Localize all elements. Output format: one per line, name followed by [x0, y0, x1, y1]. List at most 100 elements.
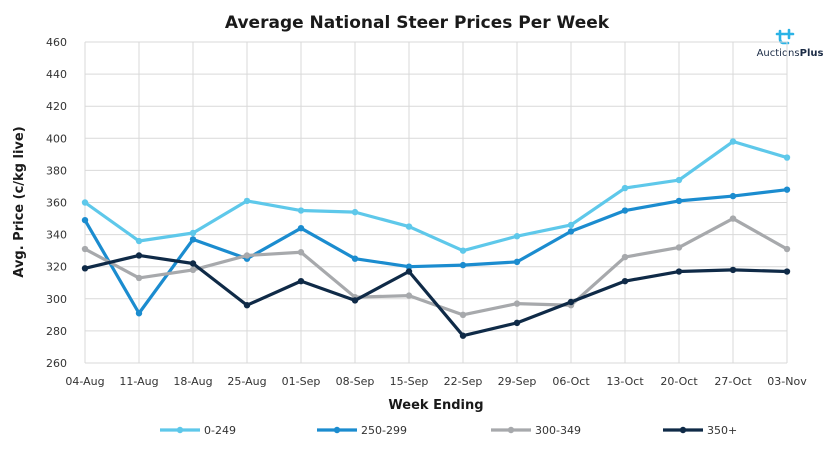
data-point-350: [243, 302, 251, 309]
x-tick-label: 08-Sep: [336, 375, 375, 388]
data-point-300-349: [513, 300, 521, 307]
y-tick-label: 300: [46, 293, 67, 306]
data-point-350: [297, 277, 305, 285]
data-point-0-249: [567, 221, 575, 229]
data-point-300-349: [783, 245, 791, 253]
legend-label-250-299: 250-299: [361, 424, 407, 437]
legend-label-300-349: 300-349: [535, 424, 581, 437]
x-tick-label: 20-Oct: [660, 375, 698, 388]
x-axis-ticks: 04-Aug 11-Aug 18-Aug 25-Aug 01-Sep 08-Sep 15-S…: [65, 375, 807, 388]
data-point-0-249: [405, 223, 413, 230]
y-tick-label: 360: [46, 197, 67, 210]
data-point-250-299: [459, 261, 467, 269]
y-tick-label: 400: [46, 132, 67, 145]
y-axis-label: Avg. Price (c/kg live): [12, 126, 27, 277]
series-line-250-299: [83, 188, 789, 315]
data-point-250-299: [405, 263, 413, 270]
data-point-300-349: [459, 311, 467, 319]
x-tick-label: 25-Aug: [227, 375, 266, 388]
data-point-0-249: [135, 237, 143, 245]
data-point-250-299: [135, 310, 143, 317]
data-point-250-299: [189, 236, 197, 243]
data-point-0-249: [621, 184, 629, 192]
y-tick-label: 320: [46, 261, 67, 274]
data-point-250-299: [729, 192, 737, 200]
data-point-350: [621, 277, 629, 285]
y-tick-label: 460: [46, 36, 67, 49]
x-tick-label: 06-Oct: [552, 375, 590, 388]
data-point-0-249: [459, 247, 467, 254]
data-point-250-299: [351, 255, 359, 262]
x-tick-label: 22-Sep: [444, 375, 483, 388]
legend-marker-250-299: [333, 426, 341, 434]
x-tick-label: 15-Sep: [390, 375, 429, 388]
data-point-300-349: [621, 253, 629, 261]
legend-marker-0-249: [176, 426, 184, 434]
series-line-350: [83, 253, 789, 338]
x-tick-label: 11-Aug: [119, 375, 158, 388]
data-point-350: [405, 268, 413, 275]
data-point-0-249: [297, 207, 305, 214]
data-point-250-299: [81, 216, 89, 224]
x-tick-label: 27-Oct: [714, 375, 752, 388]
data-point-250-299: [621, 207, 629, 214]
data-point-350: [783, 268, 791, 275]
y-axis-ticks: 260 280 300 320 340 360 380 400 420 440 460: [46, 36, 67, 370]
x-tick-label: 18-Aug: [173, 375, 212, 388]
data-point-300-349: [135, 274, 143, 282]
data-point-0-249: [189, 229, 197, 237]
data-point-350: [351, 297, 359, 304]
series-lines: [81, 138, 791, 339]
data-point-350: [729, 266, 737, 274]
x-tick-label: 03-Nov: [767, 375, 807, 388]
x-tick-label: 04-Aug: [65, 375, 104, 388]
x-tick-label: 01-Sep: [282, 375, 321, 388]
y-tick-label: 440: [46, 68, 67, 81]
data-point-0-249: [243, 197, 251, 205]
data-point-300-349: [297, 249, 305, 256]
data-point-300-349: [243, 252, 251, 259]
data-point-300-349: [405, 292, 413, 299]
auctionsplus-logo-icon: [775, 28, 795, 45]
data-point-350: [135, 252, 143, 259]
data-point-300-349: [81, 245, 89, 253]
data-point-350: [459, 332, 467, 339]
series-line-0-249: [83, 139, 789, 253]
gridlines: [84, 41, 788, 364]
logo-name-bold: Plus: [800, 48, 824, 59]
x-tick-label: 13-Oct: [606, 375, 644, 388]
data-point-350: [675, 268, 683, 275]
data-point-0-249: [783, 154, 791, 161]
x-axis-label: Week Ending: [388, 398, 483, 413]
chart-title: Average National Steer Prices Per Week: [225, 13, 610, 33]
legend-marker-300-349: [507, 426, 515, 434]
y-tick-label: 280: [46, 325, 67, 338]
data-point-250-299: [297, 224, 305, 232]
logo: AuctionsPlus: [757, 28, 824, 59]
data-point-0-249: [81, 199, 89, 206]
svg-text:AuctionsPlus: AuctionsPlus: [757, 48, 824, 59]
legend-label-350: 350+: [707, 424, 737, 437]
y-tick-label: 340: [46, 229, 67, 242]
y-tick-label: 420: [46, 100, 67, 113]
data-point-250-299: [675, 197, 683, 205]
x-tick-label: 29-Sep: [498, 375, 537, 388]
data-point-0-249: [675, 176, 683, 184]
y-tick-label: 260: [46, 357, 67, 370]
data-point-0-249: [351, 208, 359, 216]
legend-label-0-249: 0-249: [204, 424, 236, 437]
data-point-250-299: [783, 186, 791, 193]
data-point-300-349: [675, 244, 683, 251]
data-point-250-299: [567, 228, 575, 235]
logo-name-regular: Auctions: [757, 48, 800, 59]
data-point-350: [81, 265, 89, 272]
data-point-350: [567, 298, 575, 306]
legend-marker-350: [679, 426, 687, 434]
data-point-350: [189, 260, 197, 267]
data-point-300-349: [189, 266, 197, 274]
data-point-0-249: [513, 233, 521, 240]
legend: 0-249 250-299 300-349 350+: [160, 424, 737, 437]
data-point-300-349: [729, 215, 737, 222]
data-point-250-299: [513, 258, 521, 266]
